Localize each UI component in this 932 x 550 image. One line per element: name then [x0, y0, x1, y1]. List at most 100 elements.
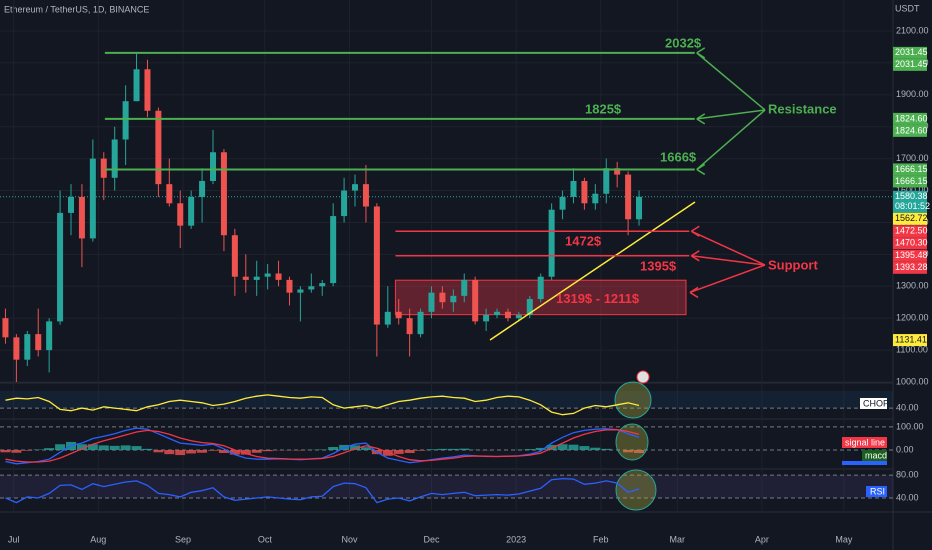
x-tick-label: Apr	[755, 534, 769, 544]
price-tag-label: 1470.30	[895, 238, 928, 248]
x-tick-label: May	[835, 534, 853, 544]
macd-histogram	[415, 450, 426, 451]
macd-histogram	[524, 449, 535, 450]
candle-body	[46, 321, 53, 351]
macd-histogram	[459, 448, 470, 450]
price-tag	[893, 249, 927, 262]
indicator-tag	[842, 437, 887, 448]
y-tick-label: 1900.00	[896, 89, 929, 99]
macd-histogram	[208, 450, 219, 451]
candle-body	[155, 110, 162, 185]
candle-body	[242, 276, 249, 280]
candle-body	[494, 311, 501, 315]
price-tag	[893, 58, 927, 71]
candle-body	[286, 279, 293, 293]
macd-histogram	[22, 450, 33, 451]
candle-body	[417, 311, 424, 335]
candle-body	[384, 311, 391, 325]
price-tag	[893, 237, 927, 250]
x-tick-label: Nov	[342, 534, 359, 544]
x-tick-label: Mar	[670, 534, 686, 544]
candle-body	[483, 314, 490, 322]
price-tag	[893, 46, 927, 59]
macd-histogram	[109, 445, 120, 450]
macd-histogram	[262, 450, 273, 452]
price-tag	[893, 124, 927, 137]
macd-histogram	[328, 447, 339, 450]
price-tag-label: 1131.41	[895, 334, 927, 344]
arrow	[696, 109, 766, 125]
event-flag[interactable]	[636, 370, 650, 384]
candle-body	[428, 292, 435, 312]
candle-body	[352, 184, 359, 191]
x-tick-label: Oct	[258, 534, 273, 544]
x-tick-label: Dec	[423, 534, 440, 544]
macd-histogram	[11, 450, 22, 453]
price-tag	[893, 225, 927, 238]
candle-body	[341, 190, 348, 217]
chop-line	[5, 394, 640, 416]
macd-histogram	[87, 444, 98, 450]
price-tag-label: 1580.38	[895, 191, 928, 201]
macd-histogram	[557, 444, 568, 450]
indicator-name: CHOP	[863, 398, 889, 408]
macd-histogram	[153, 450, 164, 453]
y-tick-label: 1300.00	[896, 281, 929, 291]
y-tick-label: 2100.00	[896, 25, 929, 35]
macd-histogram	[579, 446, 590, 450]
arrow	[696, 109, 766, 176]
macd-histogram	[0, 450, 11, 453]
price-tag-label: 1666.15	[895, 176, 928, 186]
signal-line	[5, 429, 640, 463]
candle-body	[450, 295, 457, 303]
macd-histogram	[175, 450, 186, 456]
macd-histogram	[120, 445, 131, 450]
macd-histogram	[393, 450, 404, 454]
indicator-tag	[860, 398, 887, 409]
macd-histogram	[568, 444, 579, 450]
macd-histogram	[448, 448, 459, 450]
indicator-tick-label: 80.00	[896, 470, 919, 480]
price-tag	[893, 212, 927, 225]
candle-body	[199, 180, 206, 197]
resistance-label: 1666$	[660, 149, 697, 164]
candle-body	[35, 334, 42, 351]
y-tick-label: 1100.00	[896, 344, 928, 354]
candle-body	[395, 311, 402, 319]
candle-body	[220, 152, 227, 236]
price-tag-label: 2031.45	[895, 47, 928, 57]
candle-body	[406, 318, 413, 335]
candle-body	[68, 196, 75, 213]
candle-body	[614, 168, 621, 175]
x-tick-label: 2023	[506, 534, 526, 544]
candle-body	[144, 69, 151, 111]
macd-histogram	[546, 444, 557, 450]
x-tick-label: Feb	[593, 534, 609, 544]
y-tick-label: 1000.00	[896, 376, 929, 386]
legend-label: macd	[865, 450, 887, 460]
candle-body	[625, 174, 632, 220]
macd-histogram	[44, 448, 55, 450]
candle-body	[636, 196, 643, 220]
arrow	[689, 264, 766, 299]
candle-body	[581, 180, 588, 204]
indicator-tag	[862, 450, 887, 461]
axis-unit: USDT	[895, 3, 920, 13]
candle-body	[275, 273, 282, 280]
price-tag-label: 1472.50	[895, 226, 928, 236]
price-tag	[893, 261, 927, 274]
candle-body	[504, 311, 511, 319]
price-tag-label: 1824.60	[895, 113, 928, 123]
x-tick-label: Aug	[90, 534, 106, 544]
price-tag	[893, 163, 927, 176]
indicator-fill	[0, 475, 893, 498]
indicator-name: RSI	[870, 486, 885, 496]
indicator-tick-label: 0.00	[896, 444, 914, 454]
candle-body	[559, 196, 566, 210]
candle-body	[111, 139, 118, 178]
price-tag	[893, 175, 927, 188]
candle-body	[24, 334, 31, 360]
candle-body	[526, 299, 533, 315]
macd-histogram	[360, 447, 371, 450]
